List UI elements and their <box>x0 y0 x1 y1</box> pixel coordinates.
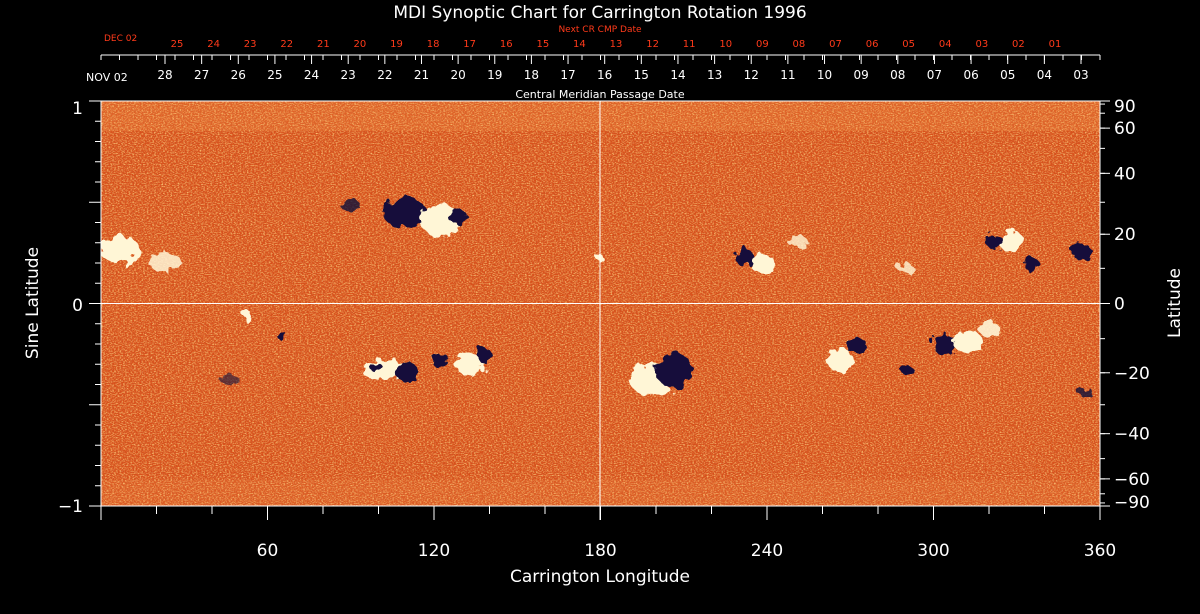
right-tick-label: 90 <box>1114 97 1136 117</box>
cmp-day-label: 05 <box>1000 68 1015 82</box>
next-cr-day-label: 24 <box>207 39 220 50</box>
cmp-day-label: 07 <box>927 68 942 82</box>
right-tick-label: 20 <box>1114 225 1136 245</box>
next-cr-day-label: 10 <box>719 39 732 50</box>
next-cr-day-label: 07 <box>829 39 842 50</box>
x-tick-label: 60 <box>257 541 279 561</box>
right-tick-label: 40 <box>1114 164 1136 184</box>
active-regions <box>101 198 1093 398</box>
cmp-day-label: 06 <box>963 68 978 82</box>
cmp-day-label: 19 <box>487 68 502 82</box>
cmp-day-label: 27 <box>194 68 209 82</box>
cmp-day-label: 20 <box>450 68 465 82</box>
cmp-day-label: 16 <box>597 68 612 82</box>
next-cr-day-label: 14 <box>573 39 586 50</box>
cmp-day-label: 23 <box>341 68 356 82</box>
cmp-axis-label: Central Meridian Passage Date <box>515 88 684 101</box>
left-tick-1: 1 <box>72 99 83 119</box>
right-tick-label: −40 <box>1114 425 1150 445</box>
next-cr-day-label: 20 <box>354 39 367 50</box>
next-cr-day-label: 04 <box>939 39 952 50</box>
next-cr-axis: DEC 02 Next CR CMP Date 25 24 23 22 21 20 19 18… <box>100 25 1101 64</box>
next-cr-day-label: 02 <box>1012 39 1025 50</box>
cmp-day-label: 15 <box>634 68 649 82</box>
next-cr-day-label: 17 <box>463 39 476 50</box>
cmp-day-label: 12 <box>744 68 759 82</box>
cmp-day-label: 14 <box>670 68 685 82</box>
x-tick-label: 240 <box>751 541 783 561</box>
next-cr-day-label: 18 <box>427 39 440 50</box>
cmp-day-label: 18 <box>524 68 539 82</box>
right-tick-label: −20 <box>1114 364 1150 384</box>
cmp-day-label: 10 <box>817 68 832 82</box>
cmp-day-label: 04 <box>1037 68 1052 82</box>
next-cr-day-label: 15 <box>536 39 549 50</box>
cmp-day-label: 25 <box>267 68 282 82</box>
next-cr-day-label: 23 <box>244 39 257 50</box>
bottom-axis: 60 120 180 240 300 360 Carrington Longitude <box>100 506 1116 587</box>
next-cr-day-label: 21 <box>317 39 330 50</box>
cmp-day-label: 13 <box>707 68 722 82</box>
cmp-start-label: NOV 02 <box>86 71 128 84</box>
x-tick-label: 360 <box>1084 541 1116 561</box>
next-cr-day-label: 16 <box>500 39 513 50</box>
cmp-day-label: 03 <box>1073 68 1088 82</box>
cmp-day-label: 28 <box>157 68 172 82</box>
cmp-day-label: 26 <box>231 68 246 82</box>
cmp-day-label: 09 <box>854 68 869 82</box>
next-cr-axis-label: Next CR CMP Date <box>558 25 642 35</box>
cmp-day-label: 08 <box>890 68 905 82</box>
next-cr-day-label: 06 <box>866 39 879 50</box>
left-axis-label: Sine Latitude <box>23 247 43 359</box>
cmp-day-label: 11 <box>780 68 795 82</box>
right-tick-label: 0 <box>1114 295 1125 315</box>
next-cr-day-label: 12 <box>646 39 659 50</box>
next-cr-day-label: 19 <box>390 39 403 50</box>
left-tick-minus1: −1 <box>58 497 83 517</box>
x-tick-label: 300 <box>917 541 949 561</box>
right-tick-label: 60 <box>1114 119 1136 139</box>
next-cr-day-label: 05 <box>902 39 915 50</box>
next-cr-day-label: 01 <box>1049 39 1062 50</box>
cmp-day-label: 24 <box>304 68 319 82</box>
cmp-day-label: 17 <box>560 68 575 82</box>
left-tick-0: 0 <box>72 296 83 316</box>
chart-title: MDI Synoptic Chart for Carrington Rotati… <box>393 3 806 23</box>
right-axis-label: Latitude <box>1165 268 1185 338</box>
next-cr-day-label: 03 <box>975 39 988 50</box>
next-cr-day-label: 22 <box>280 39 293 50</box>
next-cr-day-label: 13 <box>610 39 623 50</box>
right-tick-label: −90 <box>1114 493 1150 513</box>
cmp-day-label: 21 <box>414 68 429 82</box>
cmp-date-axis: NOV 02 28 27 26 25 24 23 22 21 20 19 18 17 16 15 14 13 1… <box>86 68 1089 101</box>
right-tick-label: −60 <box>1114 470 1150 490</box>
x-axis-label: Carrington Longitude <box>510 567 690 587</box>
left-axis: 1 0 −1 Sine Latitude <box>23 99 101 517</box>
next-cr-day-label: 08 <box>793 39 806 50</box>
x-tick-label: 120 <box>418 541 450 561</box>
next-cr-day-label: 11 <box>683 39 696 50</box>
next-cr-day-label: 09 <box>756 39 769 50</box>
x-tick-label: 180 <box>584 541 616 561</box>
cmp-day-label: 22 <box>377 68 392 82</box>
next-cr-day-label: 25 <box>171 39 184 50</box>
next-cr-start-label: DEC 02 <box>104 34 137 44</box>
